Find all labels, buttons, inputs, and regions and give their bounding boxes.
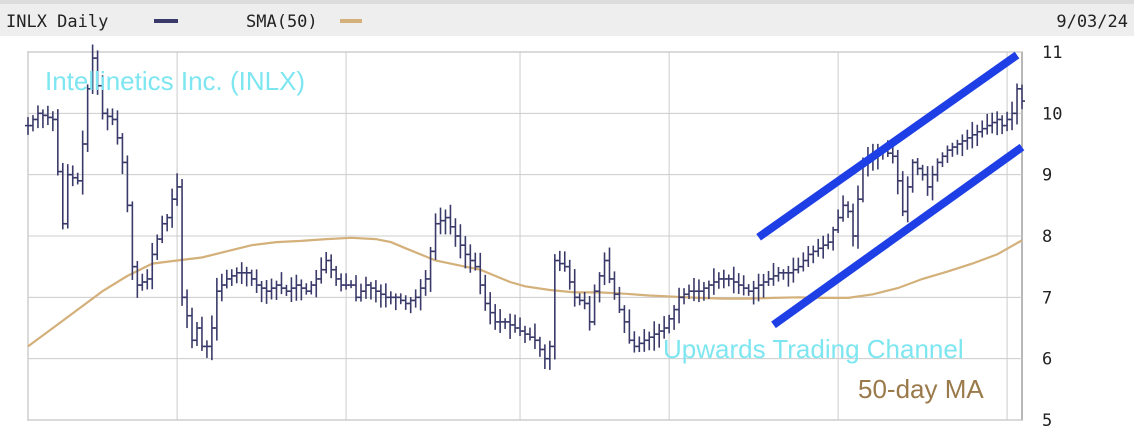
sma-50-line <box>27 236 1023 348</box>
y-tick-label: 11 <box>1042 43 1062 63</box>
sma-legend-swatch <box>340 19 362 23</box>
chart-title: Intellinetics Inc. (INLX) <box>45 66 305 96</box>
y-axis-ticks: 5 6 7 8 9 10 11 <box>1042 43 1062 431</box>
symbol-legend-label: INLX Daily <box>6 12 108 32</box>
channel-upper-line <box>756 51 1020 241</box>
y-tick-label: 8 <box>1042 227 1052 247</box>
y-tick-label: 10 <box>1042 104 1062 124</box>
ma-annotation: 50-day MA <box>858 374 984 404</box>
ohlc-bar <box>1019 84 1025 110</box>
channel-annotation: Upwards Trading Channel <box>663 334 964 364</box>
header-bar <box>0 0 1134 36</box>
sma-50-series <box>27 236 1023 348</box>
y-tick-label: 6 <box>1042 350 1052 370</box>
sma-legend-label: SMA(50) <box>246 12 318 32</box>
y-tick-label: 9 <box>1042 166 1052 186</box>
y-tick-label: 7 <box>1042 288 1052 308</box>
trading-channel <box>756 51 1025 329</box>
price-series <box>25 44 1025 370</box>
symbol-legend-swatch <box>154 19 178 23</box>
chart-date: 9/03/24 <box>1056 12 1128 32</box>
y-tick-label: 5 <box>1042 411 1052 431</box>
top-border <box>0 0 1134 4</box>
channel-lower-line <box>771 143 1025 329</box>
